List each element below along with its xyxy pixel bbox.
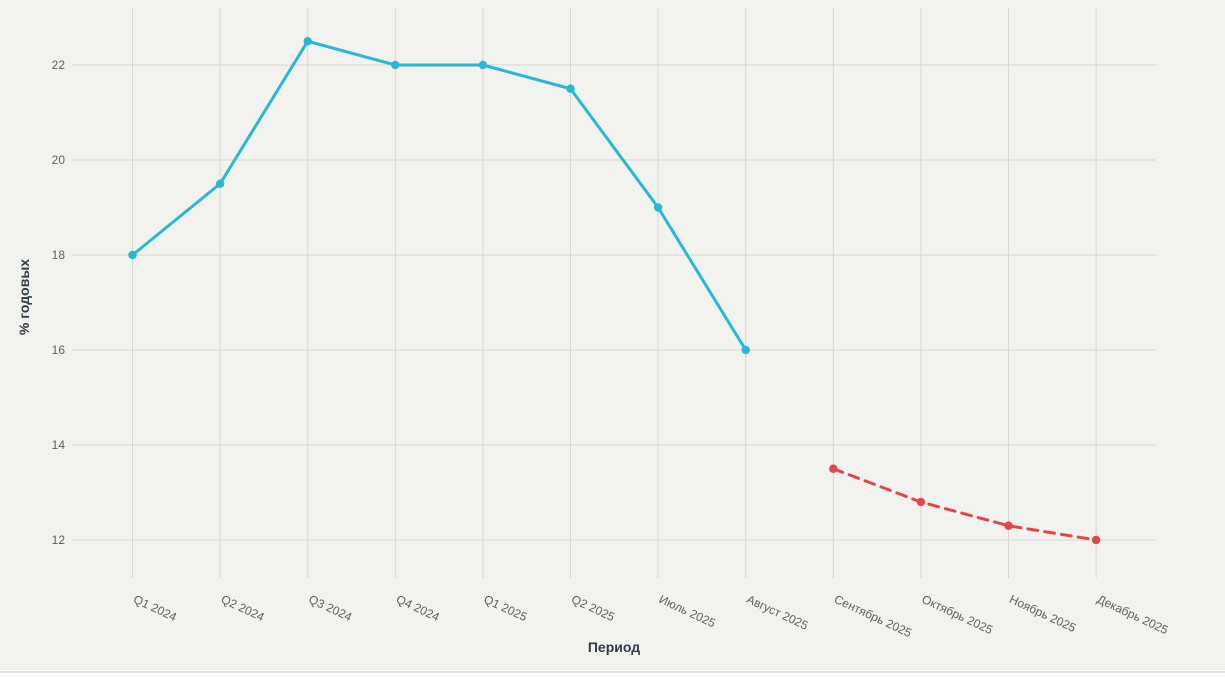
data-point — [566, 84, 575, 93]
series-line — [831, 467, 1098, 542]
y-tick-label: 20 — [52, 153, 66, 167]
data-point — [653, 203, 663, 212]
series-line — [131, 39, 748, 352]
data-point — [829, 464, 838, 473]
x-tick-label: Ноябрь 2025 — [1007, 592, 1078, 635]
y-axis-title: % годовых — [16, 259, 32, 335]
x-tick-label: Сентябрь 2025 — [832, 592, 914, 640]
x-tick-label: Июль 2025 — [657, 592, 718, 630]
series-layer — [131, 39, 1098, 542]
x-tick-label: Q1 2025 — [482, 592, 530, 624]
x-tick-label: Q1 2024 — [131, 592, 179, 624]
bottom-divider — [0, 671, 1225, 673]
x-tick-label: Октябрь 2025 — [920, 592, 996, 637]
grid-layer — [72, 8, 1156, 578]
data-point — [215, 179, 225, 188]
data-point — [1091, 535, 1101, 545]
y-tick-label: 18 — [52, 248, 66, 262]
data-point — [303, 37, 312, 46]
x-axis-title: Период — [588, 639, 640, 655]
y-tick-label: 22 — [52, 58, 66, 72]
x-tick-label: Q3 2024 — [306, 592, 354, 624]
points-layer — [128, 37, 1101, 545]
data-point — [391, 60, 400, 70]
data-point — [478, 60, 488, 70]
data-point — [128, 250, 137, 260]
x-tick-label: Q4 2024 — [394, 592, 442, 624]
x-tick-label: Декабрь 2025 — [1095, 592, 1171, 637]
y-tick-label: 14 — [52, 438, 66, 452]
data-point — [741, 345, 750, 355]
data-point — [916, 497, 926, 507]
y-tick-label: 16 — [52, 343, 66, 357]
data-point — [1004, 521, 1013, 530]
x-tick-label: Q2 2024 — [219, 592, 267, 624]
y-tick-label: 12 — [52, 533, 66, 547]
x-tick-label: Август 2025 — [744, 592, 810, 633]
x-tick-label: Q2 2025 — [569, 592, 617, 624]
